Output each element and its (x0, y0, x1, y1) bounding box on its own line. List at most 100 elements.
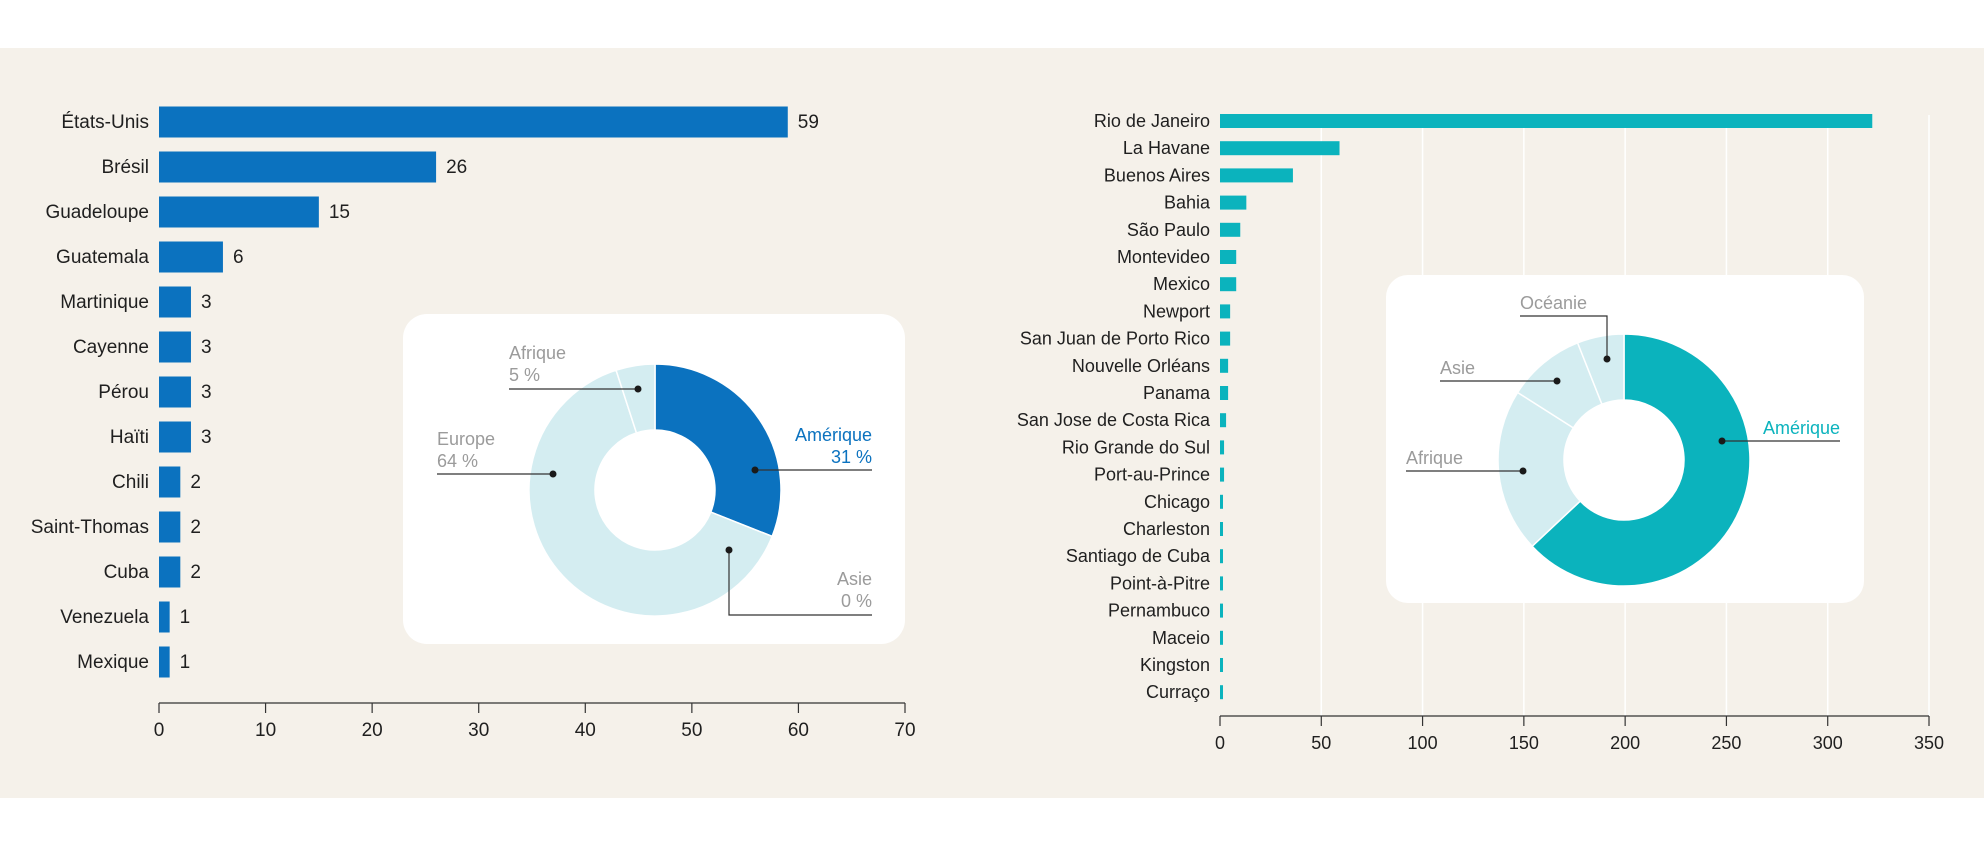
slice-label-europe: Europe (437, 429, 495, 449)
leader-dot-oceanie (1603, 355, 1611, 363)
value-label-guatemala: 6 (233, 247, 244, 268)
category-label-la-havane: La Havane (1123, 138, 1210, 158)
category-label-chili: Chili (112, 472, 149, 493)
category-label-panama: Panama (1143, 383, 1211, 403)
bar-chicago (1220, 494, 1223, 509)
x-tick-label-60: 60 (788, 720, 809, 741)
category-label-mexique: Mexique (77, 652, 149, 673)
category-label-newport: Newport (1143, 301, 1210, 321)
right-bar-chart: Rio de Janeiro La Havane Buenos Aires Bahia… (1017, 111, 1873, 702)
leader-dot-asie (725, 546, 733, 554)
x-tick-label-200: 200 (1610, 733, 1640, 753)
leader-dot-amerique (1718, 437, 1726, 445)
leader-dot-europe (549, 470, 557, 478)
bar-newport (1220, 304, 1231, 319)
category-label-saint-thomas: Saint-Thomas (31, 517, 149, 538)
bar-martinique (159, 286, 191, 318)
value-label-martinique: 3 (201, 292, 212, 313)
category-label-haiti: Haïti (110, 427, 149, 448)
leader-dot-afrique (1519, 467, 1527, 475)
x-tick-label-50: 50 (681, 720, 702, 741)
bar-maceio (1220, 630, 1223, 645)
slice-label-asie: Asie (837, 569, 872, 589)
category-label-san-juan-de-porto-rico: San Juan de Porto Rico (1020, 329, 1210, 349)
bar-kingston (1220, 658, 1223, 672)
slice-europe (528, 369, 774, 617)
value-label-saint-thomas: 2 (190, 517, 201, 538)
slice-pct-amerique: 31 % (831, 447, 872, 467)
right-donut-card (1386, 275, 1864, 603)
leader-dot-asie (1553, 377, 1561, 385)
right-x-axis: 0 50 100 150 200 250 300 350 (1215, 715, 1944, 753)
bar-la-havane (1220, 141, 1340, 156)
bar-cayenne (159, 331, 191, 363)
bar-mexico (1220, 277, 1237, 292)
value-label-chili: 2 (190, 472, 201, 493)
slice-afrique (1497, 391, 1582, 548)
bar-point-a-pitre (1220, 576, 1223, 591)
left-x-axis: 0 10 20 30 40 50 60 70 (154, 702, 916, 741)
category-label-bresil: Brésil (101, 157, 149, 178)
bar-rio-grande-do-sul (1220, 440, 1225, 455)
leader-line-asie (728, 550, 872, 616)
category-label-guadeloupe: Guadeloupe (45, 202, 149, 223)
x-tick-label-10: 10 (255, 720, 276, 741)
bar-buenos-aires (1220, 168, 1293, 183)
bar-curraco (1220, 685, 1223, 700)
category-label-sao-paulo: São Paulo (1127, 220, 1210, 240)
bar-saint-thomas (159, 511, 181, 543)
slice-label-afrique: Afrique (1406, 448, 1463, 468)
category-label-pernambuco: Pernambuco (1108, 601, 1210, 621)
bar-san-jose-de-costa-rica (1220, 413, 1227, 428)
left-donut-card (403, 314, 905, 644)
bar-charleston (1220, 522, 1223, 536)
value-label-perou: 3 (201, 382, 212, 403)
value-label-haiti: 3 (201, 427, 212, 448)
x-tick-label-350: 350 (1914, 733, 1944, 753)
category-label-guatemala: Guatemala (56, 247, 149, 268)
bar-montevideo (1220, 250, 1237, 264)
slice-amerique (654, 363, 782, 538)
x-tick-label-70: 70 (894, 720, 915, 741)
category-label-mexico: Mexico (1153, 274, 1210, 294)
category-label-etats-unis: États-Unis (61, 112, 149, 133)
right-donut-chart: Amérique Afrique Asie Océanie (1406, 293, 1840, 587)
x-tick-label-100: 100 (1408, 733, 1438, 753)
category-label-martinique: Martinique (60, 292, 149, 313)
bar-mexique (159, 646, 170, 678)
category-label-rio-de-janeiro: Rio de Janeiro (1094, 111, 1210, 131)
value-label-mexique: 1 (180, 652, 191, 673)
x-tick-label-0: 0 (154, 720, 165, 741)
value-label-cayenne: 3 (201, 337, 212, 358)
category-label-charleston: Charleston (1123, 519, 1210, 539)
bar-port-au-prince (1220, 467, 1225, 482)
leader-dot-afrique (634, 385, 642, 393)
value-label-etats-unis: 59 (798, 112, 819, 133)
bar-chili (159, 466, 181, 498)
value-label-bresil: 26 (446, 157, 467, 178)
bar-cuba (159, 556, 181, 588)
bar-nouvelle-orleans (1220, 358, 1229, 373)
category-label-san-jose-de-costa-rica: San Jose de Costa Rica (1017, 410, 1211, 430)
slice-oceanie (1576, 333, 1625, 406)
slice-label-asie: Asie (1440, 358, 1475, 378)
bar-sao-paulo (1220, 222, 1241, 237)
bar-san-juan-de-porto-rico (1220, 331, 1231, 346)
category-label-cuba: Cuba (104, 562, 150, 583)
bar-haiti (159, 421, 191, 453)
category-label-rio-grande-do-sul: Rio Grande do Sul (1062, 437, 1210, 457)
leader-line-oceanie (1520, 315, 1608, 359)
bar-santiago-de-cuba (1220, 549, 1223, 564)
bar-perou (159, 376, 191, 408)
slice-pct-afrique: 5 % (509, 365, 540, 385)
category-label-santiago-de-cuba: Santiago de Cuba (1066, 546, 1211, 566)
bar-pernambuco (1220, 603, 1223, 618)
bar-rio-de-janeiro (1220, 114, 1873, 128)
slice-afrique (615, 363, 656, 434)
x-tick-label-0: 0 (1215, 733, 1225, 753)
x-tick-label-40: 40 (575, 720, 596, 741)
x-tick-label-300: 300 (1813, 733, 1843, 753)
bar-panama (1220, 386, 1229, 400)
slice-label-oceanie: Océanie (1520, 293, 1587, 313)
